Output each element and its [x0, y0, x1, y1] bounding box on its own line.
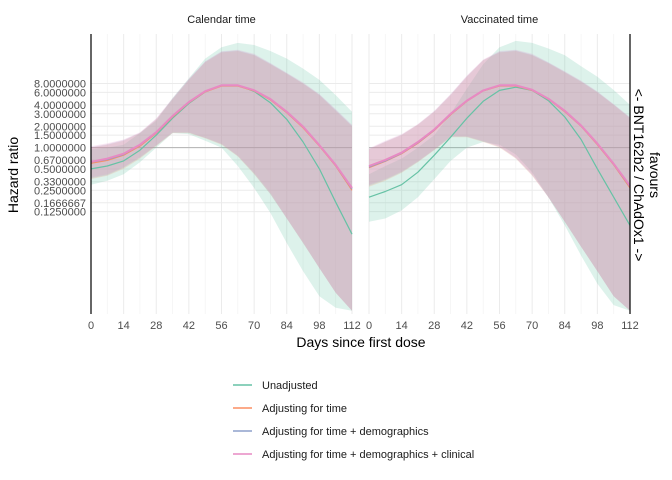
y-tick-label: 0.2500000 — [34, 185, 86, 197]
x-tick-label: 14 — [118, 320, 130, 332]
x-tick-label: 70 — [526, 320, 538, 332]
y-tick-label: 3.0000000 — [34, 109, 86, 121]
ci-ribbon-series-3 — [91, 50, 352, 311]
legend-item: Adjusting for time + demographics + clin… — [233, 449, 474, 461]
x-tick-label: 14 — [396, 320, 408, 332]
y-tick-label: 0.1250000 — [34, 207, 86, 219]
ci-ribbon-series-4 — [369, 49, 630, 311]
facet-title: Vaccinated time — [461, 14, 538, 26]
ci-ribbon-series-3 — [369, 50, 630, 311]
right-axis-title-favours: favours — [647, 152, 663, 198]
y-tick-label: 0.6700000 — [34, 155, 86, 167]
legend-label: Unadjusted — [262, 380, 318, 392]
ci-ribbon-series-1 — [91, 42, 352, 311]
legend: Unadjusted Adjusting for time Adjusting fo… — [233, 380, 474, 461]
x-tick-label: 42 — [461, 320, 473, 332]
facet-panel-2: Vaccinated time 0 14 28 42 56 70 84 98 112 — [366, 14, 639, 332]
x-tick-label: 112 — [343, 320, 361, 332]
x-tick-label: 84 — [559, 320, 571, 332]
facet-title: Calendar time — [187, 14, 255, 26]
x-tick-label: 56 — [215, 320, 227, 332]
facet-panel-1: Calendar time 0 14 28 42 56 70 84 98 112 — [88, 14, 361, 332]
y-axis-title: Hazard ratio — [5, 137, 21, 213]
y-tick-label: 0.1666667 — [34, 198, 86, 210]
y-tick-label: 1.0000000 — [34, 143, 86, 155]
legend-label: Adjusting for time — [262, 403, 347, 415]
ci-ribbon-series-2 — [91, 51, 352, 311]
y-tick-label: 8.0000000 — [34, 79, 86, 91]
x-tick-label: 42 — [183, 320, 195, 332]
x-tick-label: 84 — [281, 320, 293, 332]
series-line-4 — [368, 84, 631, 187]
x-axis-title: Days since first dose — [296, 334, 425, 350]
ci-ribbon-series-1 — [369, 40, 630, 311]
y-tick-label: 0.5000000 — [34, 164, 86, 176]
y-tick-label: 2.0000000 — [34, 121, 86, 133]
legend-label: Adjusting for time + demographics + clin… — [262, 449, 474, 461]
legend-item: Unadjusted — [233, 380, 318, 392]
series-line-4 — [90, 84, 353, 189]
legend-label: Adjusting for time + demographics — [262, 426, 429, 438]
y-tick-label: 4.0000000 — [34, 100, 86, 112]
x-tick-label: 28 — [428, 320, 440, 332]
x-tick-label: 56 — [493, 320, 505, 332]
y-tick-label: 0.3300000 — [34, 177, 86, 189]
series-line-1 — [368, 86, 631, 226]
x-tick-label: 0 — [366, 320, 372, 332]
x-tick-label: 28 — [150, 320, 162, 332]
y-tick-label: 6.0000000 — [34, 87, 86, 99]
right-axis-title-vaccines: <- BNT162b2 / ChAdOx1 -> — [631, 89, 647, 262]
ci-ribbon-series-2 — [369, 51, 630, 311]
x-tick-label: 112 — [621, 320, 639, 332]
legend-item: Adjusting for time + demographics — [233, 426, 429, 438]
legend-item: Adjusting for time — [233, 403, 347, 415]
ci-ribbon-series-4 — [91, 49, 352, 311]
y-tick-label: 1.5000000 — [34, 130, 86, 142]
x-tick-label: 98 — [591, 320, 603, 332]
x-tick-label: 70 — [248, 320, 260, 332]
x-tick-label: 98 — [313, 320, 325, 332]
x-tick-label: 0 — [88, 320, 94, 332]
